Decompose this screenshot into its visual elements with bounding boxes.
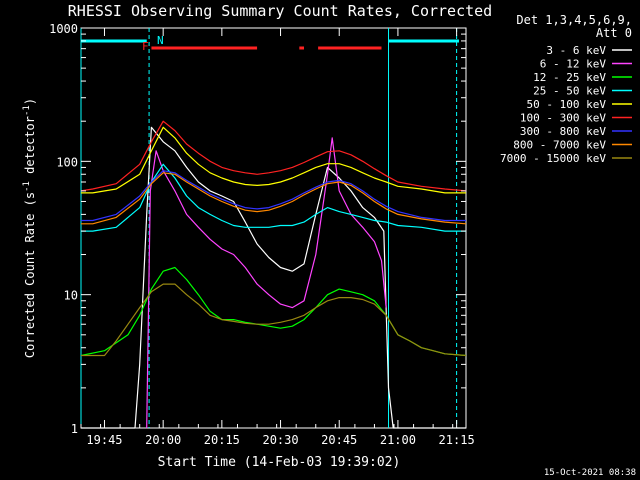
legend-label-300-800-kev: 300 - 800 keV — [520, 125, 606, 138]
x-tick-label-1: 20:00 — [145, 433, 181, 447]
series-line-50-100-kev-kev — [81, 126, 466, 194]
chart-title: RHESSI Observing Summary Count Rates, Co… — [68, 2, 492, 20]
legend-label-800-7000-kev: 800 - 7000 keV — [513, 139, 606, 152]
x-tick-label-2: 20:15 — [204, 433, 240, 447]
legend-label-100-300-kev: 100 - 300 keV — [520, 112, 606, 125]
series-line-100-300-kev-kev — [80, 120, 467, 192]
series-line-25-50-kev-kev — [81, 163, 466, 232]
x-tick-label-3: 20:30 — [262, 433, 298, 447]
legend-label-7000-15000-kev: 7000 - 15000 keV — [500, 152, 606, 165]
x-tick-label-6: 21:15 — [439, 433, 475, 447]
flare-flag: F — [142, 40, 149, 53]
series-line-300-800-kev-kev — [81, 170, 466, 222]
x-tick-label-5: 21:00 — [380, 433, 416, 447]
legend-label-6-12-kev: 6 - 12 keV — [540, 58, 607, 71]
y-axis-label: Corrected Count Rate (s-1 detector-1) — [22, 98, 37, 358]
x-axis-label: Start Time (14-Feb-03 19:39:02) — [158, 455, 401, 470]
series-line-7000-15000-kev-kev — [81, 283, 467, 357]
y-tick-label-0: 1 — [71, 422, 78, 436]
y-tick-label-1: 10 — [64, 289, 78, 303]
x-tick-label-4: 20:45 — [321, 433, 357, 447]
legend-label-50-100-kev: 50 - 100 keV — [527, 98, 607, 111]
timestamp: 15-Oct-2021 08:38 — [544, 468, 636, 478]
x-tick-label-0: 19:45 — [86, 433, 122, 447]
legend-label-3-6-kev: 3 - 6 keV — [546, 44, 606, 57]
series-line-800-7000-kev-kev — [81, 172, 467, 225]
y-tick-label-2: 100 — [56, 155, 78, 169]
legend-label-12-25-kev: 12 - 25 keV — [533, 71, 606, 84]
series-line-3-6-kev-kev — [81, 126, 466, 429]
legend-header-line-2: Att 0 — [596, 26, 632, 40]
night-flag: N — [157, 34, 164, 47]
y-tick-label-3: 1000 — [49, 22, 78, 36]
legend-label-25-50-kev: 25 - 50 keV — [533, 85, 606, 98]
legend-header-line-1: Det 1,3,4,5,6,9, — [516, 13, 632, 27]
